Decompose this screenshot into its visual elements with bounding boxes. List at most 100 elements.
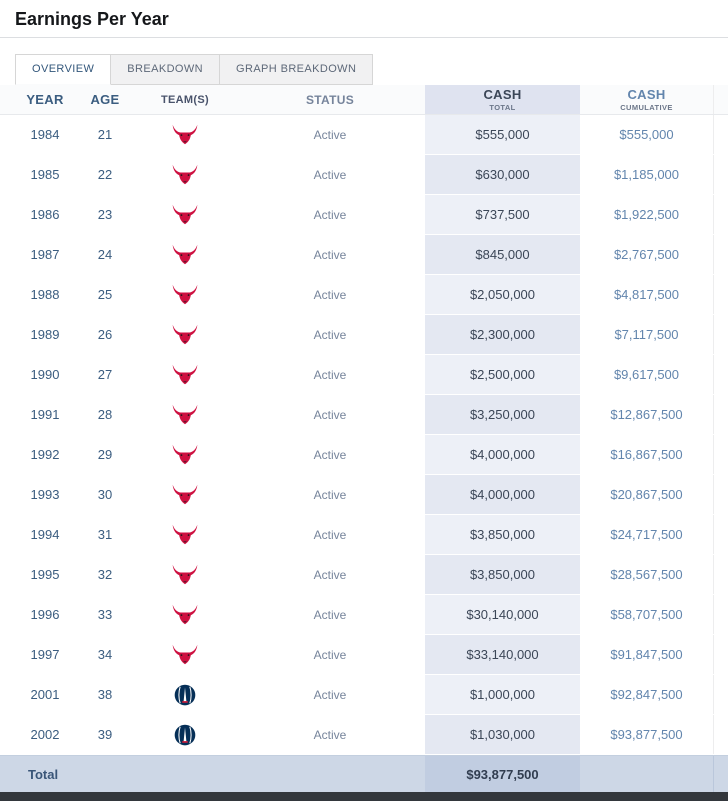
year-cell[interactable]: 1984 xyxy=(30,127,60,142)
team-cell[interactable] xyxy=(135,715,235,754)
team-cell[interactable] xyxy=(135,155,235,194)
year-cell[interactable]: 1990 xyxy=(30,367,60,382)
cash-total-cell: $3,850,000 xyxy=(425,515,580,554)
cash-total-cell: $3,250,000 xyxy=(425,395,580,434)
bulls-logo-icon xyxy=(172,364,198,385)
status-cell: Active xyxy=(313,167,347,182)
status-cell: Active xyxy=(313,287,347,302)
cash-cumulative-cell: $12,867,500 xyxy=(610,407,683,422)
bottom-section-edge xyxy=(0,792,728,801)
year-cell[interactable]: 1986 xyxy=(30,207,60,222)
year-cell[interactable]: 1997 xyxy=(30,647,60,662)
status-cell: Active xyxy=(313,687,347,702)
year-cell[interactable]: 2002 xyxy=(30,727,60,742)
year-cell[interactable]: 2001 xyxy=(30,687,60,702)
team-cell[interactable] xyxy=(135,595,235,634)
total-cash-total-cell: $93,877,500 xyxy=(425,756,580,792)
total-clipped-cell xyxy=(713,756,728,792)
team-cell[interactable] xyxy=(135,195,235,234)
team-cell[interactable] xyxy=(135,675,235,714)
cash-cumulative-header-sub: CUMULATIVE xyxy=(620,103,673,112)
table-row: 1991 28 Active $3,250,000 $12,867,500 xyxy=(0,395,728,435)
cash-cumulative-cell: $9,617,500 xyxy=(613,367,680,382)
tab-breakdown[interactable]: BREAKDOWN xyxy=(110,54,221,85)
cash-total-header-main: CASH xyxy=(483,87,522,102)
team-cell[interactable] xyxy=(135,355,235,394)
team-cell[interactable] xyxy=(135,555,235,594)
age-cell: 38 xyxy=(97,687,113,702)
team-cell[interactable] xyxy=(135,275,235,314)
cash-cumulative-cell: $555,000 xyxy=(619,127,674,142)
table-row: 2001 38 Active $1,000,000 $92,847,500 xyxy=(0,675,728,715)
team-cell[interactable] xyxy=(135,235,235,274)
year-cell[interactable]: 1994 xyxy=(30,527,60,542)
team-cell[interactable] xyxy=(135,635,235,674)
row-clipped-cell xyxy=(713,475,728,514)
year-cell[interactable]: 1988 xyxy=(30,287,60,302)
column-header-teams: TEAM(S) xyxy=(161,93,209,106)
year-cell[interactable]: 1992 xyxy=(30,447,60,462)
cash-total-cell: $1,000,000 xyxy=(425,675,580,714)
cash-cumulative-header-main: CASH xyxy=(627,87,666,102)
age-cell: 29 xyxy=(97,447,113,462)
tab-overview[interactable]: OVERVIEW xyxy=(15,54,112,85)
status-cell: Active xyxy=(313,367,347,382)
row-clipped-cell xyxy=(713,555,728,594)
cash-total-cell: $2,300,000 xyxy=(425,315,580,354)
bulls-logo-icon xyxy=(172,444,198,465)
year-cell[interactable]: 1991 xyxy=(30,407,60,422)
cash-total-cell: $3,850,000 xyxy=(425,555,580,594)
table-row: 1990 27 Active $2,500,000 $9,617,500 xyxy=(0,355,728,395)
row-clipped-cell xyxy=(713,355,728,394)
status-cell: Active xyxy=(313,127,347,142)
age-cell: 34 xyxy=(97,647,113,662)
cash-total-cell: $2,050,000 xyxy=(425,275,580,314)
cash-cumulative-cell: $2,767,500 xyxy=(613,247,680,262)
status-cell: Active xyxy=(313,527,347,542)
row-clipped-cell xyxy=(713,315,728,354)
cash-cumulative-cell: $58,707,500 xyxy=(610,607,683,622)
cash-cumulative-cell: $92,847,500 xyxy=(610,687,683,702)
cash-total-cell: $2,500,000 xyxy=(425,355,580,394)
total-row: Total $93,877,500 xyxy=(0,755,728,792)
cash-total-cell: $1,030,000 xyxy=(425,715,580,754)
bulls-logo-icon xyxy=(172,164,198,185)
cash-total-cell: $737,500 xyxy=(425,195,580,234)
bulls-logo-icon xyxy=(172,564,198,585)
total-cash-cumulative-cell xyxy=(580,756,713,792)
row-clipped-cell xyxy=(713,635,728,674)
table-row: 1996 33 Active $30,140,000 $58,707,500 xyxy=(0,595,728,635)
bulls-logo-icon xyxy=(172,324,198,345)
year-cell[interactable]: 1989 xyxy=(30,327,60,342)
page-title: Earnings Per Year xyxy=(15,9,169,29)
team-cell[interactable] xyxy=(135,435,235,474)
bulls-logo-icon xyxy=(172,244,198,265)
cash-cumulative-cell: $16,867,500 xyxy=(610,447,683,462)
cash-total-cell: $630,000 xyxy=(425,155,580,194)
year-cell[interactable]: 1987 xyxy=(30,247,60,262)
total-label: Total xyxy=(28,766,59,782)
table-row: 1988 25 Active $2,050,000 $4,817,500 xyxy=(0,275,728,315)
year-cell[interactable]: 1996 xyxy=(30,607,60,622)
year-cell[interactable]: 1985 xyxy=(30,167,60,182)
team-cell[interactable] xyxy=(135,515,235,554)
cash-cumulative-cell: $28,567,500 xyxy=(610,567,683,582)
year-cell[interactable]: 1995 xyxy=(30,567,60,582)
cash-cumulative-cell: $93,877,500 xyxy=(610,727,683,742)
row-clipped-cell xyxy=(713,435,728,474)
table-row: 1989 26 Active $2,300,000 $7,117,500 xyxy=(0,315,728,355)
column-header-clipped xyxy=(713,85,728,114)
age-cell: 23 xyxy=(97,207,113,222)
row-clipped-cell xyxy=(713,155,728,194)
team-cell[interactable] xyxy=(135,315,235,354)
team-cell[interactable] xyxy=(135,395,235,434)
status-cell: Active xyxy=(313,447,347,462)
team-cell[interactable] xyxy=(135,475,235,514)
year-cell[interactable]: 1993 xyxy=(30,487,60,502)
team-cell[interactable] xyxy=(135,115,235,154)
row-clipped-cell xyxy=(713,275,728,314)
status-cell: Active xyxy=(313,727,347,742)
tab-graph-breakdown[interactable]: GRAPH BREAKDOWN xyxy=(219,54,374,85)
cash-cumulative-cell: $24,717,500 xyxy=(610,527,683,542)
status-cell: Active xyxy=(313,407,347,422)
